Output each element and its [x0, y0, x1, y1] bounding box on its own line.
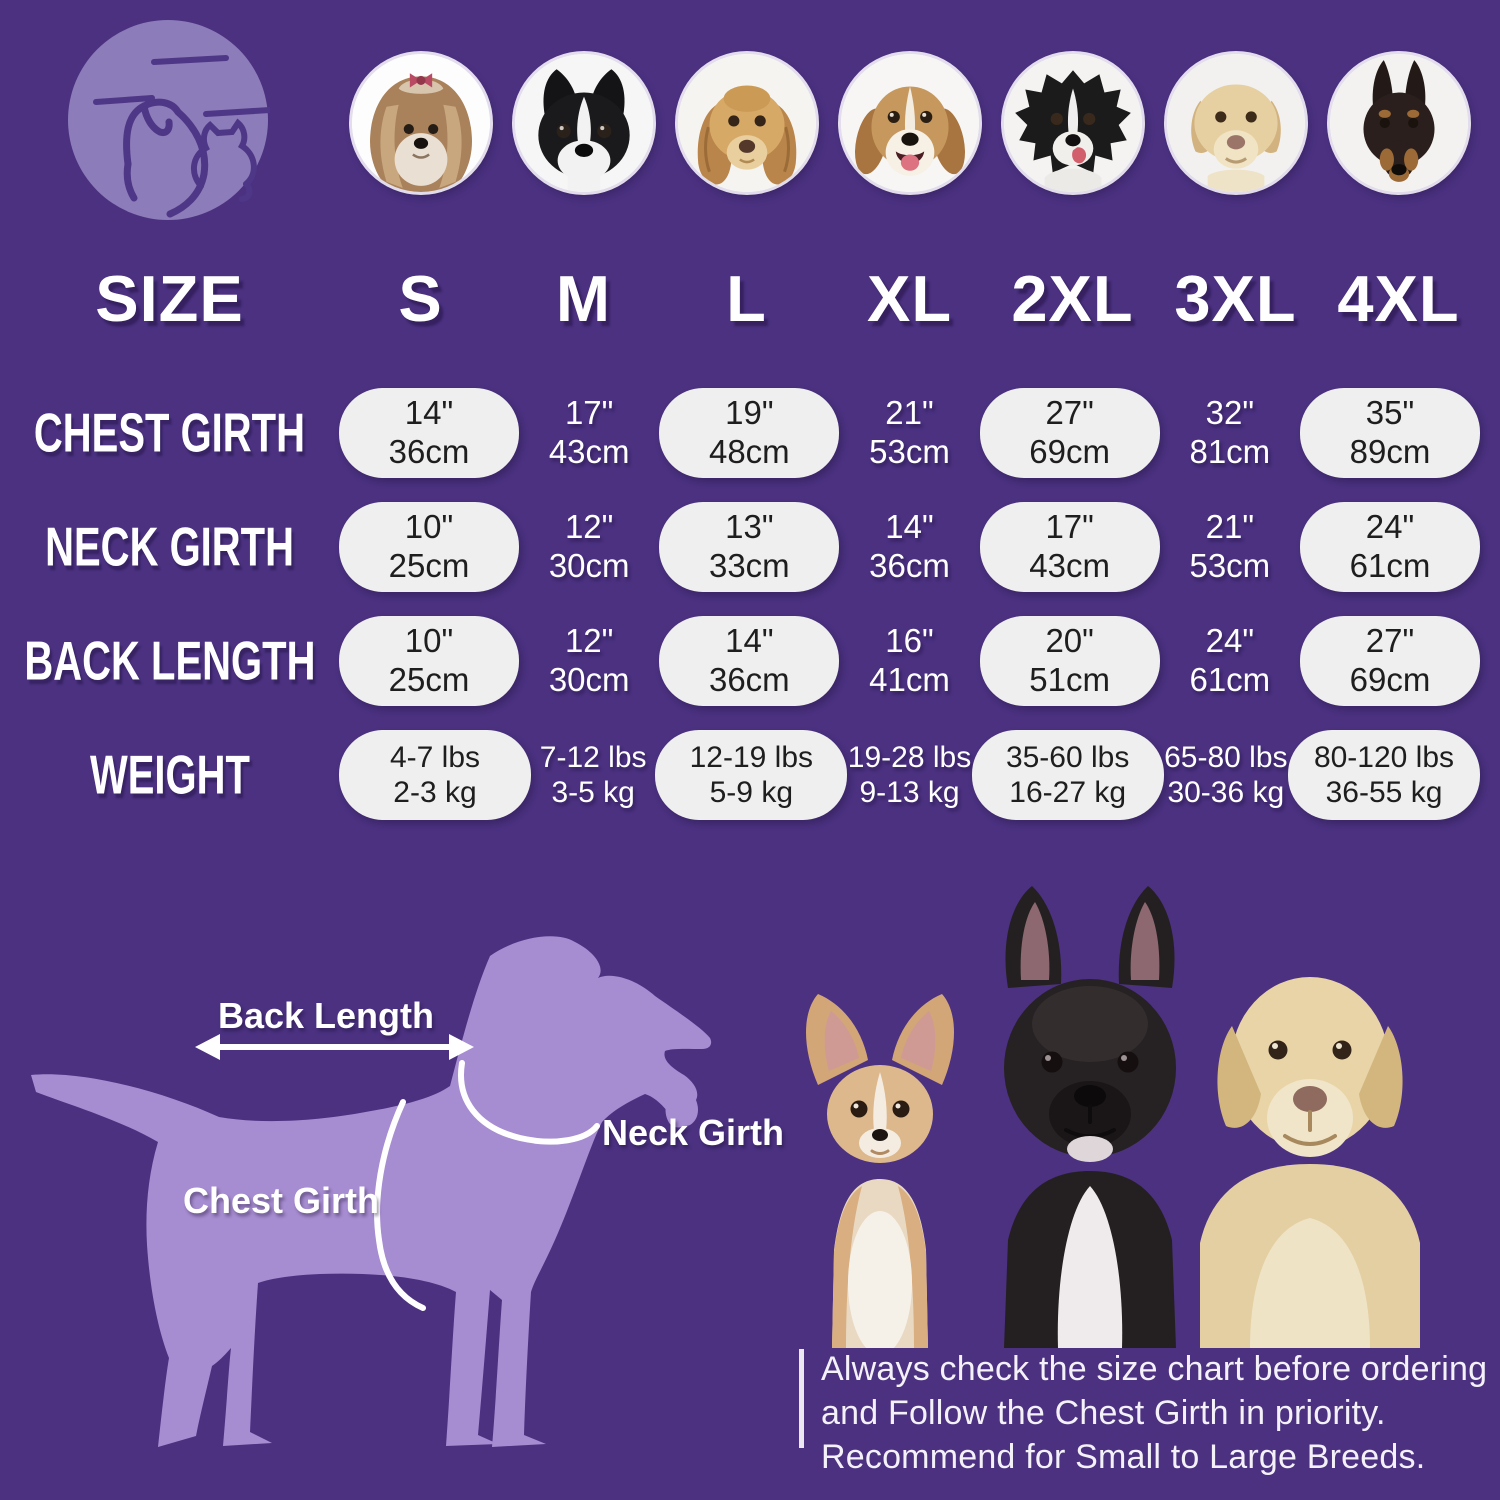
weight-m: 7-12 lbs 3-5 kg [539, 740, 647, 809]
weight-2xl: 35-60 lbs 16-27 kg [971, 730, 1164, 820]
dog-group-photo [806, 886, 1420, 1348]
row-label-neck-girth: NECK GIRTH [45, 516, 294, 578]
dog-photo-border-collie [1003, 54, 1142, 192]
beagle-icon [840, 54, 979, 192]
brand-logo-dog-cat-icon [68, 20, 270, 220]
weight-xl: 19-28 lbs 9-13 kg [847, 740, 972, 809]
chest-girth-label: Chest Girth [183, 1180, 380, 1221]
chihuahua-large [806, 994, 954, 1348]
labrador-large [1200, 977, 1420, 1348]
chest-girth-4xl: 35" 89cm [1299, 388, 1480, 478]
back-length-l: 14" 36cm [659, 616, 840, 706]
note-line-3: Recommend for Small to Large Breeds. [821, 1438, 1426, 1477]
back-length-arrow [195, 1034, 474, 1060]
back-length-m: 12" 30cm [548, 622, 630, 698]
size-header-3xl: 3XL [1174, 261, 1297, 335]
back-length-label: Back Length [217, 995, 435, 1036]
neck-girth-label: Neck Girth [601, 1112, 785, 1153]
chest-girth-3xl: 32" 81cm [1189, 394, 1271, 470]
row-label-back-length: BACK LENGTH [23, 630, 316, 692]
labrador-icon [1166, 54, 1305, 192]
dog-photo-labrador [1166, 54, 1305, 192]
weight-s: 4-7 lbs 2-3 kg [339, 730, 531, 820]
breed-photo-row [339, 50, 1480, 196]
chest-girth-xl: 21" 53cm [869, 394, 950, 470]
note-line-2: and Follow the Chest Girth in priority. [821, 1394, 1386, 1433]
neck-girth-l: 13" 33cm [659, 502, 840, 592]
doberman-icon [1329, 54, 1468, 192]
chest-girth-row: 14" 36cm 17" 43cm 19" 48cm 21" 53cm 27" 69cm … [339, 388, 1480, 478]
chest-girth-curve [374, 1099, 426, 1311]
note-divider [799, 1349, 804, 1448]
back-length-row: 10" 25cm 12" 30cm 14" 36cm 16" 41cm 20" 51cm … [339, 616, 1480, 706]
row-label-weight: WEIGHT [89, 744, 250, 806]
note-line-1: Always check the size chart before order… [821, 1350, 1488, 1388]
back-length-2xl: 20" 51cm [979, 616, 1160, 706]
weight-3xl: 65-80 lbs 30-36 kg [1164, 740, 1288, 809]
neck-girth-xl: 14" 36cm [869, 508, 950, 584]
size-header-2xl: 2XL [1011, 261, 1134, 335]
size-header-row: S M L XL 2XL 3XL 4XL [339, 258, 1480, 338]
neck-girth-4xl: 24" 61cm [1299, 502, 1480, 592]
dog-tongue [665, 1095, 689, 1128]
size-column-title-wrap: SIZE [0, 258, 339, 338]
neck-girth-curve [458, 1060, 600, 1145]
dog-photo-cocker-spaniel [677, 54, 816, 192]
french-bulldog-large [1004, 886, 1176, 1348]
chest-girth-m: 17" 43cm [548, 394, 630, 470]
neck-girth-m: 12" 30cm [548, 508, 630, 584]
size-header-l: L [726, 261, 767, 335]
neck-girth-row: 10" 25cm 12" 30cm 13" 33cm 14" 36cm 17" 43cm … [339, 502, 1480, 592]
back-length-3xl: 24" 61cm [1189, 622, 1271, 698]
row-label-chest-girth: CHEST GIRTH [33, 402, 306, 464]
weight-row: 4-7 lbs 2-3 kg 7-12 lbs 3-5 kg 12-19 lbs 5-… [339, 730, 1480, 820]
size-column-title: SIZE [95, 261, 244, 335]
border-collie-icon [1003, 54, 1142, 192]
dog-photo-boston-terrier [514, 54, 653, 192]
chest-girth-l: 19" 48cm [659, 388, 840, 478]
cocker-spaniel-icon [677, 54, 816, 192]
chest-girth-s: 14" 36cm [339, 388, 519, 478]
shih-tzu-icon [351, 54, 490, 192]
size-header-m: M [555, 261, 612, 335]
neck-girth-3xl: 21" 53cm [1189, 508, 1271, 584]
chest-girth-2xl: 27" 69cm [979, 388, 1160, 478]
weight-l: 12-19 lbs 5-9 kg [655, 730, 848, 820]
dog-photo-doberman [1329, 54, 1468, 192]
dog-photo-beagle [840, 54, 979, 192]
size-header-s: S [398, 261, 443, 335]
back-length-s: 10" 25cm [339, 616, 519, 706]
boston-terrier-icon [514, 54, 653, 192]
neck-girth-s: 10" 25cm [339, 502, 519, 592]
back-length-xl: 16" 41cm [869, 622, 950, 698]
weight-4xl: 80-120 lbs 36-55 kg [1288, 730, 1480, 820]
neck-girth-2xl: 17" 43cm [979, 502, 1160, 592]
size-header-4xl: 4XL [1337, 261, 1460, 335]
size-header-xl: XL [866, 261, 953, 335]
dog-measurement-diagram [31, 936, 712, 1447]
size-note: Always check the size chart before order… [821, 1347, 1487, 1480]
back-length-4xl: 27" 69cm [1299, 616, 1480, 706]
dog-silhouette [31, 936, 712, 1447]
dog-photo-shih-tzu [351, 54, 490, 192]
